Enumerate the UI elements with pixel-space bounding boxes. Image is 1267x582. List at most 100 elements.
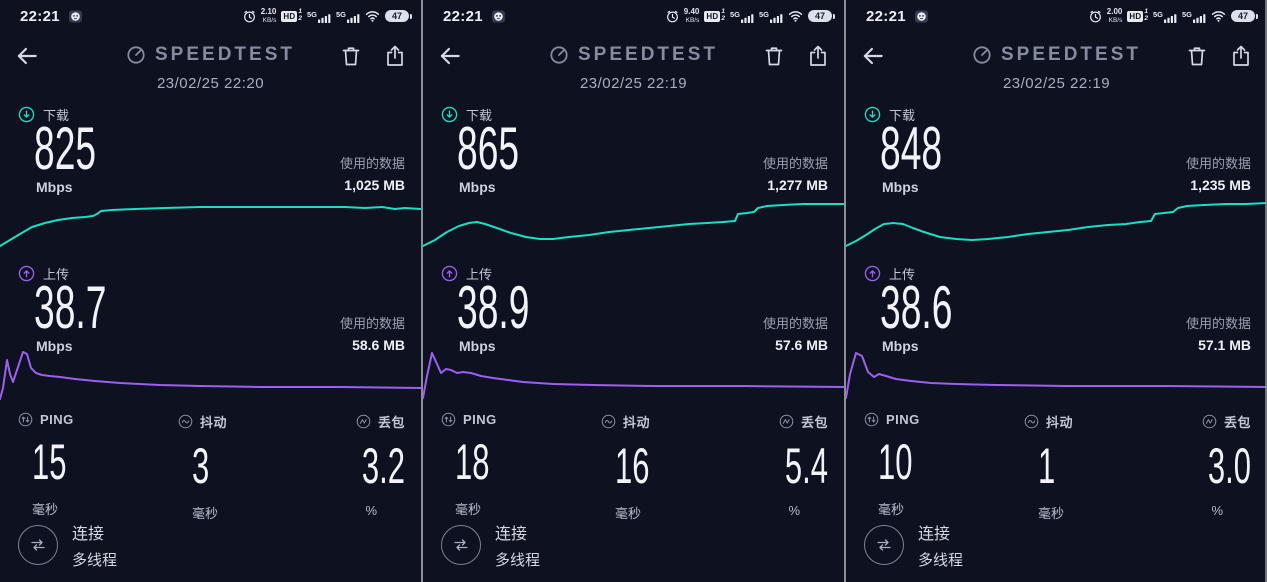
packet-loss-unit: % xyxy=(788,503,800,518)
delete-result-button[interactable] xyxy=(339,44,363,68)
download-data-used-value: 1,235 MB xyxy=(1190,177,1251,193)
latency-stats-row: PING 10 毫秒 抖动 1 毫秒 丢包 3.0 % xyxy=(846,412,1267,522)
screen-edge-line xyxy=(1265,0,1267,582)
upload-sparkline xyxy=(846,352,1267,399)
alarm-clock-icon xyxy=(666,10,679,23)
speedtest-gauge-icon xyxy=(549,45,569,65)
packet-loss-label: 丢包 xyxy=(377,415,405,430)
app-bar: SPEEDTEST xyxy=(0,42,421,72)
connection-label: 连接 xyxy=(72,526,105,543)
download-data-used-value: 1,025 MB xyxy=(344,177,405,193)
jitter-label: 抖动 xyxy=(200,415,228,430)
network-speed-indicator: 9.40 KB/s xyxy=(684,7,700,24)
jitter-value: 3 xyxy=(192,438,210,494)
network-speed-unit: KB/s xyxy=(1108,16,1123,24)
delete-result-button[interactable] xyxy=(762,44,786,68)
delete-result-button[interactable] xyxy=(1185,44,1209,68)
signal-5g-sim1-icon: 5G xyxy=(1153,10,1177,23)
share-result-button[interactable] xyxy=(806,44,830,68)
network-speed-unit: KB/s xyxy=(685,16,700,24)
connection-info: 连接 多线程 xyxy=(18,520,117,570)
download-speed-value: 865 xyxy=(457,115,520,182)
data-used-label: 使用的数据 xyxy=(339,156,405,171)
upload-speed-unit: Mbps xyxy=(459,338,496,354)
data-used-label: 使用的数据 xyxy=(762,156,828,171)
jitter-icon xyxy=(178,414,193,429)
battery-indicator: 47 xyxy=(808,10,835,22)
back-button[interactable] xyxy=(437,43,463,69)
share-result-button[interactable] xyxy=(383,44,407,68)
download-icon xyxy=(441,106,458,123)
result-timestamp: 23/02/25 22:19 xyxy=(579,75,688,92)
download-speed-chart xyxy=(846,202,1267,247)
connection-icon xyxy=(18,525,58,565)
download-speed-chart xyxy=(423,203,844,247)
upload-speed-value: 38.9 xyxy=(457,274,530,341)
ping-label: PING xyxy=(40,412,74,427)
packet-loss-label: 丢包 xyxy=(800,415,828,430)
status-time: 22:21 xyxy=(20,7,60,25)
app-bar: SPEEDTEST xyxy=(423,42,844,72)
upload-speed-value: 38.7 xyxy=(34,274,107,341)
upload-data-used: 使用的数据 57.6 MB xyxy=(763,313,828,353)
app-title: SPEEDTEST xyxy=(1001,44,1141,65)
app-title: SPEEDTEST xyxy=(155,44,295,65)
network-speed-value: 2.00 xyxy=(1106,7,1123,17)
download-speed-chart xyxy=(0,206,421,247)
share-result-button[interactable] xyxy=(1229,44,1253,68)
wifi-icon xyxy=(1211,10,1226,22)
connection-mode: 多线程 xyxy=(72,552,118,569)
jitter-stat: 抖动 1 毫秒 xyxy=(1006,412,1166,522)
signal-5g-sim2-icon: 5G xyxy=(1182,10,1206,23)
ping-stat: PING 10 毫秒 xyxy=(846,412,1006,522)
download-label: 下载 xyxy=(43,108,70,123)
upload-icon xyxy=(441,265,458,282)
upload-data-used: 使用的数据 57.1 MB xyxy=(1186,313,1251,353)
panel-divider xyxy=(844,0,846,582)
jitter-icon xyxy=(1024,414,1039,429)
upload-icon xyxy=(864,265,881,282)
connection-label: 连接 xyxy=(918,526,951,543)
back-button[interactable] xyxy=(14,43,40,69)
connection-mode: 多线程 xyxy=(918,552,964,569)
status-time: 22:21 xyxy=(443,7,483,25)
download-label: 下载 xyxy=(889,108,916,123)
ping-unit: 毫秒 xyxy=(32,502,59,517)
upload-data-used-value: 57.6 MB xyxy=(775,337,828,353)
app-title: SPEEDTEST xyxy=(578,44,718,65)
wifi-icon xyxy=(788,10,803,22)
upload-data-used-value: 57.1 MB xyxy=(1198,337,1251,353)
download-speed-unit: Mbps xyxy=(459,179,496,195)
connection-info: 连接 多线程 xyxy=(864,520,963,570)
upload-data-used: 使用的数据 58.6 MB xyxy=(340,313,405,353)
ping-unit: 毫秒 xyxy=(455,502,482,517)
ping-icon xyxy=(441,412,456,427)
network-speed-value: 2.10 xyxy=(260,7,277,17)
back-button[interactable] xyxy=(860,43,886,69)
connection-icon xyxy=(441,525,481,565)
download-data-used-value: 1,277 MB xyxy=(767,177,828,193)
data-used-label: 使用的数据 xyxy=(1185,316,1251,331)
download-sparkline xyxy=(0,206,421,247)
upload-label: 上传 xyxy=(889,267,916,282)
alarm-clock-icon xyxy=(1089,10,1102,23)
packet-loss-icon xyxy=(1202,414,1217,429)
emoji-status-icon xyxy=(68,9,83,24)
jitter-unit: 毫秒 xyxy=(615,506,642,521)
battery-indicator: 47 xyxy=(1231,10,1258,22)
download-speed-value: 848 xyxy=(880,115,943,182)
packet-loss-stat: 丢包 3.2 % xyxy=(320,412,421,522)
packet-loss-unit: % xyxy=(1211,503,1223,518)
jitter-unit: 毫秒 xyxy=(1038,506,1065,521)
download-speed-unit: Mbps xyxy=(36,179,73,195)
ping-icon xyxy=(864,412,879,427)
ping-value: 18 xyxy=(455,434,490,490)
latency-stats-row: PING 15 毫秒 抖动 3 毫秒 丢包 3.2 % xyxy=(0,412,421,522)
upload-speed-value: 38.6 xyxy=(880,274,953,341)
